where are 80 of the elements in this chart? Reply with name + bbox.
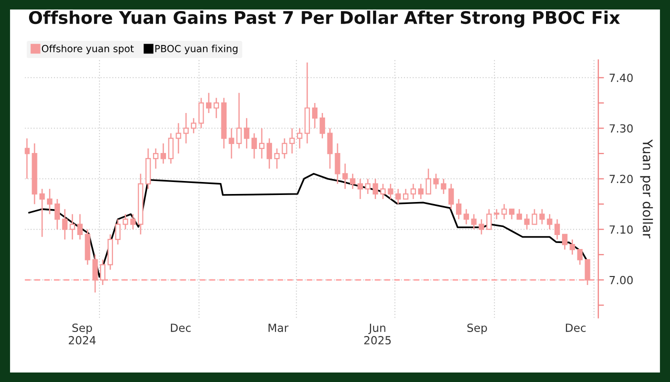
- candlestick: [577, 248, 583, 266]
- candlestick: [296, 128, 302, 150]
- candlestick: [365, 178, 371, 195]
- candlestick: [570, 238, 576, 256]
- candlestick: [282, 138, 288, 160]
- candlestick: [342, 162, 348, 190]
- candlestick: [39, 188, 45, 238]
- candlestick: [380, 183, 386, 200]
- candlestick: [501, 203, 507, 220]
- candlestick: [70, 214, 76, 240]
- candlestick: [395, 188, 401, 205]
- candlestick: [312, 102, 318, 129]
- candlestick: [46, 188, 52, 215]
- candlestick: [448, 183, 454, 210]
- candlestick: [289, 128, 295, 154]
- candlestick: [168, 132, 174, 164]
- candlestick: [183, 112, 189, 144]
- candlestick: [228, 128, 234, 160]
- candlestick: [54, 198, 60, 230]
- candlestick: [244, 117, 250, 150]
- y-axis-title: Yuan per dollar: [640, 139, 653, 238]
- candlestick: [532, 208, 538, 225]
- candlestick: [372, 178, 378, 200]
- x-tick-label: Mar: [268, 324, 288, 332]
- candlestick: [478, 218, 484, 236]
- candlestick: [153, 148, 158, 170]
- x-tick-label: Dec: [566, 324, 586, 332]
- candlestick: [334, 142, 340, 184]
- candlestick: [266, 138, 272, 170]
- candlestick: [456, 198, 462, 220]
- candlestick: [388, 183, 394, 200]
- legend-label: Offshore yuan spot: [42, 44, 134, 54]
- candlestick: [494, 208, 500, 220]
- candlestick: [562, 234, 568, 250]
- candlestick: [350, 173, 356, 190]
- y-tick-label: 7.30: [610, 124, 633, 133]
- candlestick: [160, 142, 166, 164]
- legend-label: PBOC yuan fixing: [155, 44, 238, 54]
- candlestick: [440, 178, 446, 195]
- candlestick: [464, 208, 470, 225]
- candlestick: [206, 92, 212, 114]
- candlestick: [115, 218, 121, 246]
- chart-title: Offshore Yuan Gains Past 7 Per Dollar After Strong PBOC Fix: [29, 10, 620, 28]
- candlestick: [402, 188, 408, 200]
- candlestick: [62, 208, 68, 240]
- y-tick-label: 7.40: [610, 74, 633, 82]
- candlestick: [486, 208, 492, 230]
- candlestick: [426, 168, 432, 195]
- candlestick: [214, 97, 220, 119]
- x-tick-label: Jun 2025: [364, 324, 391, 344]
- candlestick: [24, 138, 30, 180]
- candlestick: [327, 128, 333, 170]
- x-tick-label: Sep: [467, 324, 487, 334]
- candlestick: [418, 183, 424, 200]
- candlestick: [516, 208, 522, 220]
- candlestick: [320, 112, 326, 139]
- candlestick: [259, 128, 264, 160]
- candlestick: [130, 214, 136, 230]
- y-tick-label: 7.20: [610, 174, 633, 184]
- x-tick-label: Dec: [170, 324, 191, 332]
- candlestick: [539, 208, 545, 225]
- candlestick: [236, 92, 242, 150]
- candlestick: [433, 173, 439, 190]
- candlestick: [524, 214, 530, 230]
- candlestick: [251, 132, 257, 160]
- candlestick: [554, 218, 560, 240]
- candlestick: [358, 178, 363, 200]
- y-tick-label: 7.00: [610, 276, 633, 284]
- candlestick: [471, 214, 477, 230]
- candlestick: [122, 214, 128, 230]
- y-tick-label: 7.10: [610, 225, 633, 234]
- candlestick: [509, 208, 514, 220]
- candlestick: [274, 148, 280, 170]
- candlestick: [190, 117, 196, 134]
- candlestick: [546, 214, 552, 230]
- x-tick-label: Sep 2024: [68, 324, 96, 344]
- candlestick: [198, 97, 204, 129]
- candlestick: [410, 183, 416, 200]
- candlestick: [176, 122, 182, 154]
- candlestick: [77, 214, 83, 240]
